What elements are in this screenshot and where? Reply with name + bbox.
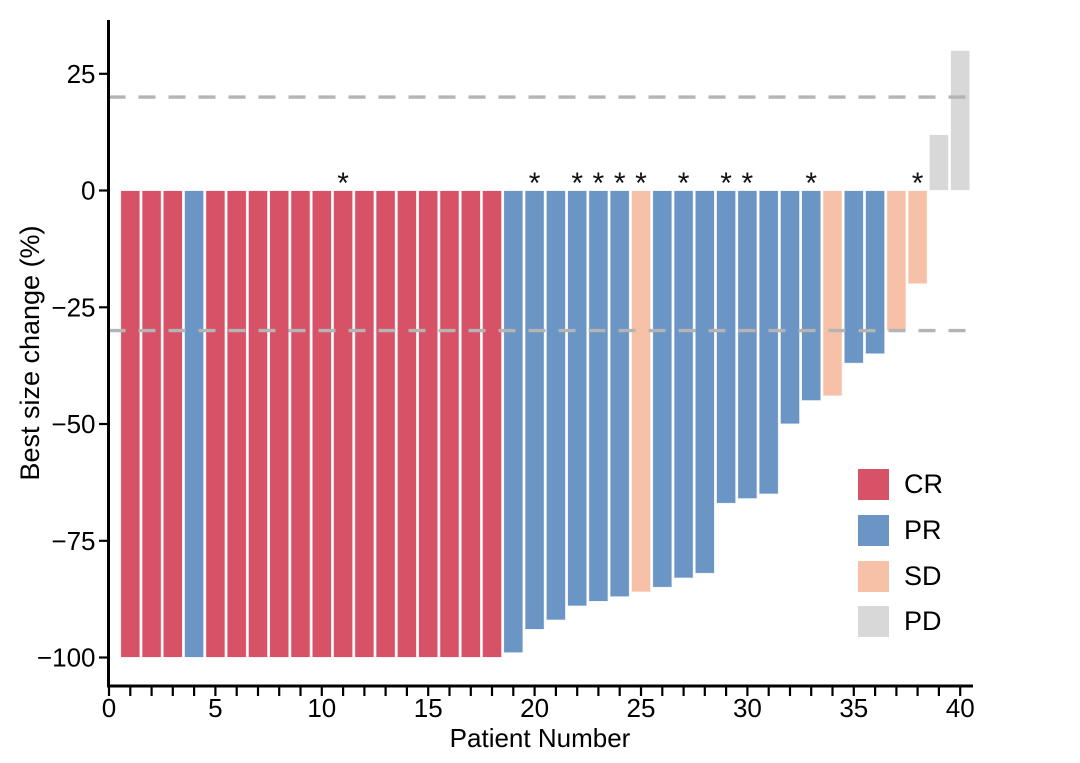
bar-patient-6 <box>226 190 247 658</box>
bar-patient-33 <box>801 190 822 402</box>
asterisk-patient-38: * <box>912 167 924 200</box>
bar-patient-9 <box>290 190 311 658</box>
svg-text:25: 25 <box>67 59 96 89</box>
bar-patient-40 <box>950 49 971 192</box>
svg-text:0: 0 <box>102 693 116 723</box>
svg-text:5: 5 <box>208 693 222 723</box>
y-axis-tick-labels: 25 0 −25 −50 −75 −100 <box>37 59 96 673</box>
bar-patient-19 <box>503 190 524 654</box>
asterisk-patient-11: * <box>337 167 349 200</box>
asterisk-patient-24: * <box>614 167 626 200</box>
svg-text:−50: −50 <box>51 409 95 439</box>
bar-patient-30 <box>737 190 758 500</box>
svg-text:−75: −75 <box>51 526 95 556</box>
x-axis-ticks <box>107 687 962 696</box>
significance-asterisks: * * * * * * * * * * * <box>337 167 924 200</box>
bar-patient-5 <box>205 190 226 658</box>
y-axis-title: Best size change (%) <box>15 225 45 481</box>
asterisk-patient-27: * <box>678 167 690 200</box>
bar-patient-31 <box>758 190 779 495</box>
bar-patient-34 <box>822 190 843 397</box>
asterisk-patient-25: * <box>635 167 647 200</box>
x-axis-title: Patient Number <box>449 723 631 753</box>
bar-patient-7 <box>247 190 269 658</box>
bar-patient-24 <box>609 190 630 598</box>
bar-patient-10 <box>311 190 333 658</box>
bar-patient-29 <box>715 190 737 504</box>
asterisk-patient-22: * <box>571 167 583 200</box>
bar-patient-3 <box>162 190 184 658</box>
bar-patient-16 <box>439 190 460 658</box>
svg-text:30: 30 <box>733 693 762 723</box>
bar-patient-18 <box>481 190 503 658</box>
bars <box>120 49 971 658</box>
svg-text:10: 10 <box>307 693 336 723</box>
asterisk-patient-23: * <box>593 167 605 200</box>
bar-patient-8 <box>269 190 290 658</box>
bar-patient-26 <box>652 190 673 588</box>
bar-patient-25 <box>630 190 652 593</box>
asterisk-patient-30: * <box>742 167 754 200</box>
bar-patient-1 <box>120 190 141 658</box>
bar-patient-39 <box>928 134 950 191</box>
bar-patient-14 <box>396 190 418 658</box>
bar-patient-27 <box>673 190 694 579</box>
svg-text:−100: −100 <box>37 643 96 673</box>
bar-patient-22 <box>567 190 588 607</box>
svg-text:20: 20 <box>520 693 549 723</box>
x-axis-tick-labels: 0 5 10 15 20 25 30 35 40 <box>102 693 975 723</box>
bar-patient-21 <box>545 190 567 621</box>
bar-patient-36 <box>864 190 886 355</box>
bar-patient-12 <box>354 190 375 658</box>
bar-patient-4 <box>183 190 205 658</box>
bar-patient-37 <box>886 190 907 332</box>
svg-text:40: 40 <box>946 693 975 723</box>
asterisk-patient-33: * <box>805 167 817 200</box>
bar-patient-32 <box>779 190 801 425</box>
bar-patient-23 <box>588 190 609 602</box>
svg-text:35: 35 <box>839 693 868 723</box>
svg-text:−25: −25 <box>51 292 95 322</box>
asterisk-patient-20: * <box>529 167 541 200</box>
svg-text:0: 0 <box>81 176 95 206</box>
svg-text:15: 15 <box>414 693 443 723</box>
bar-patient-38 <box>907 190 928 285</box>
bar-patient-28 <box>694 190 715 574</box>
svg-text:25: 25 <box>627 693 656 723</box>
bar-patient-20 <box>524 190 545 630</box>
asterisk-patient-29: * <box>720 167 732 200</box>
bar-patient-17 <box>460 190 482 658</box>
bar-patient-11 <box>332 190 354 658</box>
bar-patient-15 <box>418 190 439 658</box>
bar-patient-13 <box>375 190 396 658</box>
bar-patient-35 <box>843 190 864 364</box>
y-axis-ticks <box>99 72 107 659</box>
bar-patient-2 <box>141 190 162 658</box>
